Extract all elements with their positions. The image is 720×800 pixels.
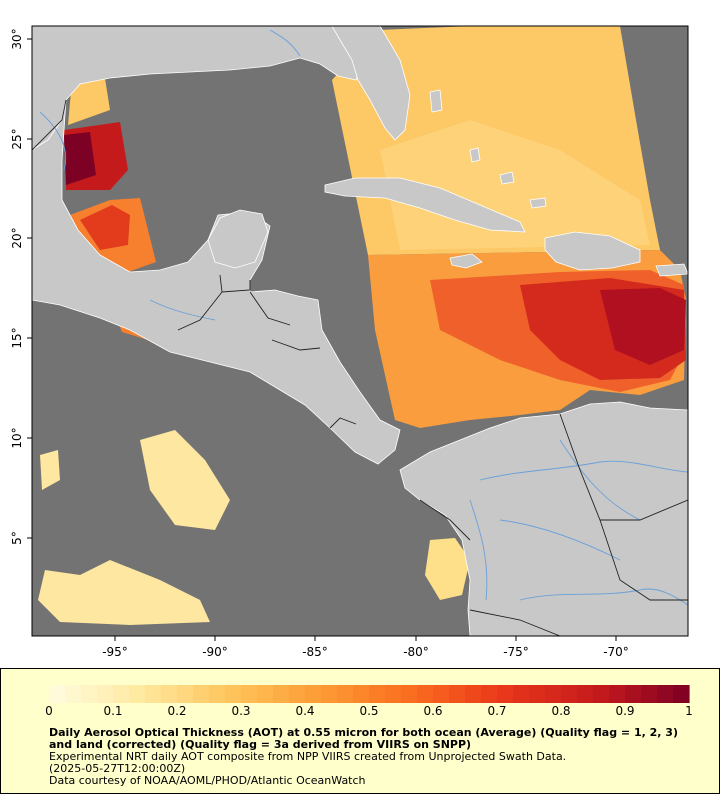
- longitude-axis: -95° -90° -85° -80° -75° -70°: [102, 636, 629, 659]
- lat-tick-label: 30°: [10, 28, 24, 49]
- colorbar-tick-label: 0.9: [615, 704, 634, 718]
- colorbar-cell: [657, 685, 674, 703]
- colorbar-cell: [481, 685, 498, 703]
- caption-line: Experimental NRT daily AOT composite fro…: [49, 750, 567, 763]
- colorbar-cell: [305, 685, 322, 703]
- colorbar-tick-label: 0.6: [423, 704, 442, 718]
- colorbar-cell: [625, 685, 642, 703]
- colorbar-tick-label: 0.1: [103, 704, 122, 718]
- colorbar-cell: [97, 685, 114, 703]
- colorbar-cell: [129, 685, 146, 703]
- rivers-layer: [39, 29, 688, 606]
- lon-tick-label: -90°: [202, 645, 228, 659]
- colorbar-cell: [385, 685, 402, 703]
- colorbar-cell: [257, 685, 274, 703]
- lon-tick-label: -70°: [603, 645, 629, 659]
- caption-line: (2025-05-27T12:00:00Z): [49, 762, 186, 775]
- colorbar-cell: [289, 685, 306, 703]
- lat-tick-label: 15°: [10, 327, 24, 348]
- colorbar-cell: [401, 685, 418, 703]
- colorbar-tick-label: 0.8: [551, 704, 570, 718]
- colorbar-tick-label: 1: [685, 704, 693, 718]
- colorbar-cell: [449, 685, 466, 703]
- caption-line: Data courtesy of NOAA/AOML/PHOD/Atlantic…: [49, 774, 366, 787]
- colorbar-tick-label: 0.4: [295, 704, 314, 718]
- colorbar-cell: [161, 685, 178, 703]
- colorbar-labels: 0 0.1 0.2 0.3 0.4 0.5 0.6 0.7 0.8 0.9 1: [45, 704, 693, 718]
- colorbar-cell: [337, 685, 354, 703]
- colorbar-tick-label: 0: [45, 704, 53, 718]
- lon-tick-label: -95°: [102, 645, 128, 659]
- aot-map: -95° -90° -85° -80° -75° -70° 5° 10° 15°…: [10, 25, 689, 659]
- colorbar-cell: [529, 685, 546, 703]
- lat-tick-label: 20°: [10, 227, 24, 248]
- lat-tick-label: 5°: [10, 531, 24, 545]
- lon-tick-label: -85°: [302, 645, 328, 659]
- colorbar-cell: [593, 685, 610, 703]
- colorbar-tick-label: 0.3: [231, 704, 250, 718]
- caption-title: Daily Aerosol Optical Thickness (AOT) at…: [49, 726, 678, 751]
- colorbar-cell: [241, 685, 258, 703]
- colorbar-cell: [65, 685, 82, 703]
- colorbar-cell: [321, 685, 338, 703]
- colorbar-tick-label: 0.2: [167, 704, 186, 718]
- caption: Daily Aerosol Optical Thickness (AOT) at…: [49, 727, 689, 787]
- lon-tick-label: -75°: [503, 645, 529, 659]
- colorbar-cell: [673, 685, 690, 703]
- lon-tick-label: -80°: [403, 645, 429, 659]
- colorbar-cell: [225, 685, 242, 703]
- legend-panel: 0 0.1 0.2 0.3 0.4 0.5 0.6 0.7 0.8 0.9 1 Daily Aero…: [0, 668, 720, 794]
- colorbar: 0 0.1 0.2 0.3 0.4 0.5 0.6 0.7 0.8 0.9 1: [45, 685, 693, 718]
- colorbar-cell: [193, 685, 210, 703]
- colorbar-cell: [609, 685, 626, 703]
- lat-tick-label: 25°: [10, 128, 24, 149]
- colorbar-cell: [81, 685, 98, 703]
- map-frame: [31, 25, 689, 637]
- colorbar-cell: [273, 685, 290, 703]
- colorbar-gradient: [49, 685, 690, 703]
- colorbar-cell: [641, 685, 658, 703]
- colorbar-cell: [145, 685, 162, 703]
- colorbar-cell: [577, 685, 594, 703]
- latitude-axis: 5° 10° 15° 20° 25° 30°: [10, 28, 32, 545]
- colorbar-cell: [49, 685, 66, 703]
- colorbar-cell: [113, 685, 130, 703]
- borders-layer: [32, 99, 688, 636]
- lat-tick-label: 10°: [10, 427, 24, 448]
- land-layer: [32, 26, 688, 636]
- colorbar-tick-label: 0.7: [487, 704, 506, 718]
- colorbar-cell: [433, 685, 450, 703]
- colorbar-cell: [545, 685, 562, 703]
- colorbar-cell: [177, 685, 194, 703]
- colorbar-cell: [209, 685, 226, 703]
- colorbar-cell: [513, 685, 530, 703]
- colorbar-cell: [465, 685, 482, 703]
- colorbar-cell: [369, 685, 386, 703]
- colorbar-cell: [561, 685, 578, 703]
- colorbar-tick-label: 0.5: [359, 704, 378, 718]
- colorbar-cell: [417, 685, 434, 703]
- colorbar-cell: [353, 685, 370, 703]
- colorbar-cell: [497, 685, 514, 703]
